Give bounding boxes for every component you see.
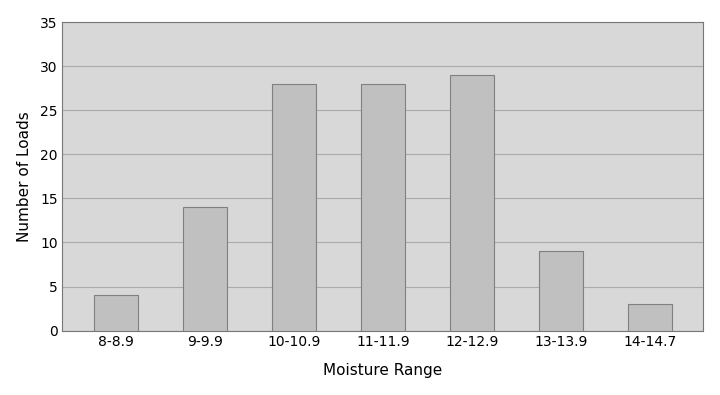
Bar [628, 304, 672, 331]
Bar [361, 84, 405, 331]
Y-axis label: Number of Loads: Number of Loads [17, 111, 32, 242]
Bar [183, 207, 227, 331]
Bar [539, 251, 583, 331]
Bar [450, 75, 494, 331]
Bar [271, 84, 316, 331]
X-axis label: Moisture Range: Moisture Range [323, 363, 443, 378]
Bar [94, 295, 138, 331]
